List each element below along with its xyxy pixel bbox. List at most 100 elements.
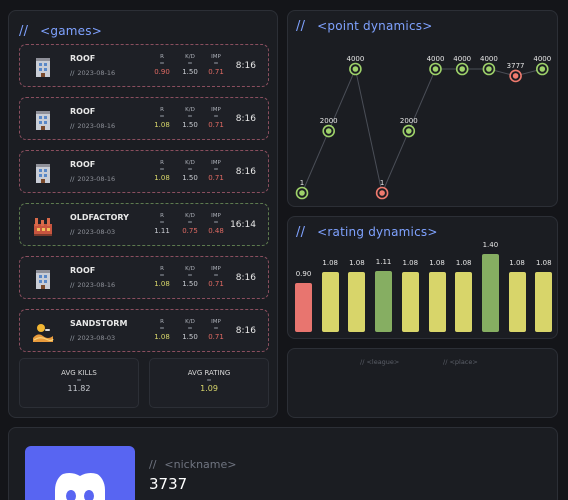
impact-stat: IMP = 0.71 <box>208 266 224 288</box>
point-marker-dot <box>512 73 519 79</box>
game-card[interactable]: OLDFACTORY //2023-08-03 R = 1.11 K/D = 0.75 IMP =… <box>19 203 269 246</box>
game-card[interactable]: ROOF //2023-08-16 R = 1.08 K/D = 1.50 IMP = 0.71 8:… <box>19 150 269 193</box>
impact-stat: IMP = 0.71 <box>208 160 224 182</box>
kd-stat: K/D = 1.50 <box>182 319 198 341</box>
point-marker-dot <box>299 190 305 196</box>
rating-bar[interactable] <box>320 271 340 333</box>
point-marker-dot <box>459 66 465 72</box>
map-name: ROOF <box>70 107 96 116</box>
games-title: //<games> <box>19 24 102 39</box>
building-icon <box>32 109 54 131</box>
game-card[interactable]: ROOF //2023-08-16 R = 1.08 K/D = 1.50 IMP = 0.71 8:… <box>19 97 269 140</box>
point-series-line <box>301 67 543 195</box>
rating-stat: R = 0.90 <box>154 54 170 76</box>
rating-dynamics-panel: //<rating dynamics> 0.90 1.08 1.08 1.11 1.08… <box>287 216 558 339</box>
impact-stat: IMP = 0.48 <box>208 213 224 235</box>
map-name: OLDFACTORY <box>70 213 129 222</box>
rating-stat: R = 1.08 <box>154 319 170 341</box>
game-card[interactable]: ROOF //2023-08-16 R = 0.90 K/D = 1.50 IMP = 0.71 8:… <box>19 44 269 87</box>
rating-bar-label: 1.08 <box>536 259 552 268</box>
league-label: // <league> <box>360 358 400 366</box>
game-card[interactable]: SANDSTORM //2023-08-03 R = 1.08 K/D = 1.50 IMP = 0… <box>19 309 269 352</box>
rating-bar[interactable] <box>347 271 367 333</box>
point-marker-dot <box>432 66 439 72</box>
rating-bar[interactable] <box>294 281 313 333</box>
kd-stat: K/D = 1.50 <box>182 160 198 182</box>
point-marker-dot <box>486 66 492 72</box>
kd-stat: K/D = 1.50 <box>182 54 198 76</box>
point-dynamics-chart: 1 2000 4000 1 2000 4000 4000 4000 3777 4000 <box>295 55 551 200</box>
rating-bar[interactable] <box>480 253 500 333</box>
map-name: ROOF <box>70 54 96 63</box>
point-value-label: 1 <box>380 179 384 187</box>
point-value-label: 4000 <box>453 55 471 63</box>
point-value-label: 4000 <box>427 55 445 63</box>
point-value-label: 2000 <box>400 117 418 125</box>
point-marker-dot <box>325 128 332 134</box>
rating-bar[interactable] <box>507 271 527 333</box>
rating-stat: R = 1.08 <box>154 107 170 129</box>
rating-dynamics-title: //<rating dynamics> <box>296 225 438 240</box>
game-card[interactable]: ROOF //2023-08-16 R = 1.08 K/D = 1.50 IMP = 0.71 8:… <box>19 256 269 299</box>
rating-stat: R = 1.11 <box>154 213 170 235</box>
avg-kills-value: 11.82 <box>67 384 91 393</box>
impact-stat: IMP = 0.71 <box>208 54 224 76</box>
game-duration: 8:16 <box>235 61 256 71</box>
map-name: ROOF <box>70 266 96 275</box>
point-value-label: 2000 <box>320 117 338 125</box>
avg-rating-card: AVG RATING = 1.09 <box>149 358 269 408</box>
rating-bar[interactable] <box>534 271 554 333</box>
rating-stat: R = 1.08 <box>154 160 170 182</box>
nickname-label: //<nickname> <box>149 458 237 471</box>
impact-stat: IMP = 0.71 <box>208 107 224 129</box>
kd-stat: K/D = 1.50 <box>182 266 198 288</box>
game-date: //2023-08-03 <box>70 334 116 342</box>
point-value-label: 1 <box>300 179 304 187</box>
nickname-value: 3737 <box>149 475 188 493</box>
building-icon <box>32 162 54 184</box>
point-value-label: 4000 <box>346 55 364 63</box>
rating-bar-label: 1.08 <box>402 259 419 268</box>
point-value-label: 3777 <box>507 62 525 70</box>
rating-stat: R = 1.08 <box>154 266 170 288</box>
point-dynamics-title: //<point dynamics> <box>296 19 433 34</box>
rating-bar-label: 1.08 <box>429 259 445 268</box>
rating-bar[interactable] <box>427 271 447 333</box>
rating-bar[interactable] <box>454 271 474 333</box>
building-icon <box>32 56 54 78</box>
point-marker-dot <box>379 190 385 196</box>
game-date: //2023-08-03 <box>70 228 116 236</box>
rating-bar[interactable] <box>374 269 394 333</box>
kd-stat: K/D = 0.75 <box>182 213 198 235</box>
game-date: //2023-08-16 <box>70 69 116 77</box>
point-marker-dot <box>539 66 546 72</box>
kd-stat: K/D = 1.50 <box>182 107 198 129</box>
factory-icon <box>32 215 54 237</box>
map-name: SANDSTORM <box>70 319 128 328</box>
rating-bar[interactable] <box>400 271 420 333</box>
games-panel: //<games> ROOF //2023-08-16 R = 0.90 K/D = 1.50… <box>8 10 278 418</box>
game-duration: 8:16 <box>235 167 256 177</box>
avg-kills-card: AVG KILLS = 11.82 <box>19 358 139 408</box>
rating-bar-label: 1.11 <box>375 257 392 266</box>
game-duration: 8:16 <box>235 326 256 336</box>
game-duration: 8:16 <box>235 114 256 124</box>
rating-bar-label: 1.08 <box>322 259 338 268</box>
impact-stat: IMP = 0.71 <box>208 319 224 341</box>
game-date: //2023-08-16 <box>70 122 116 130</box>
game-date: //2023-08-16 <box>70 281 116 289</box>
game-duration: 8:16 <box>235 273 256 283</box>
point-dynamics-panel: //<point dynamics> 1 2000 4000 1 2000 4000 400… <box>287 10 558 207</box>
game-date: //2023-08-16 <box>70 175 116 183</box>
game-duration: 16:14 <box>230 220 256 230</box>
rating-bar-label: 1.08 <box>349 259 365 268</box>
avg-rating-value: 1.09 <box>200 384 218 393</box>
point-value-label: 4000 <box>533 55 551 63</box>
rating-bar-label: 1.08 <box>455 259 472 268</box>
league-panel: // <league> // <place> <box>287 348 558 418</box>
point-value-label: 4000 <box>480 55 498 63</box>
discord-icon[interactable] <box>25 446 135 500</box>
point-marker-dot <box>352 66 359 72</box>
point-marker-dot <box>406 128 412 134</box>
place-label: // <place> <box>443 358 478 366</box>
